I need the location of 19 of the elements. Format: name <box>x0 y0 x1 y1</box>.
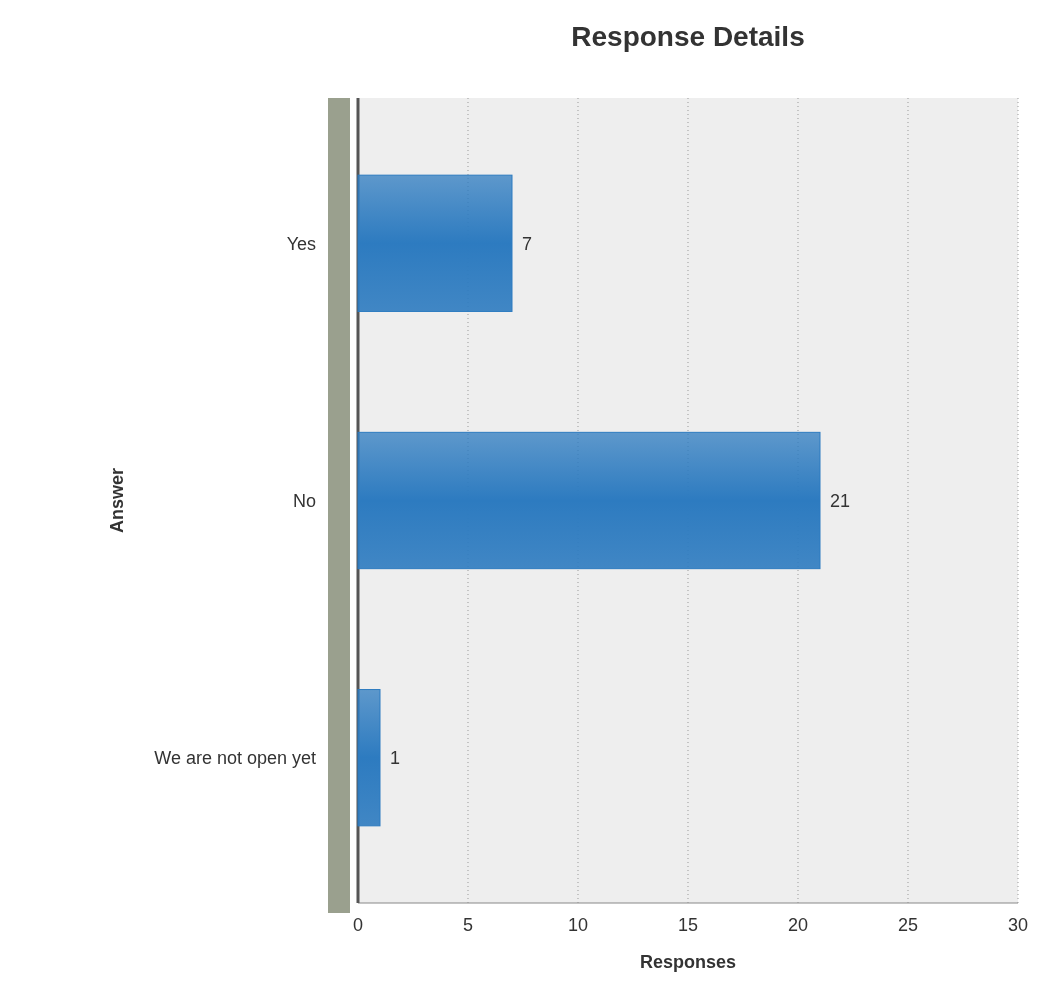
x-tick-label: 0 <box>352 915 364 935</box>
data-label: 1 <box>390 747 401 768</box>
bar <box>357 689 381 827</box>
y-tick-label: Yes <box>286 233 316 254</box>
bar <box>357 431 821 570</box>
data-label: 21 <box>830 490 851 511</box>
x-tick-label: 15 <box>677 915 699 935</box>
data-label: 7 <box>522 233 533 254</box>
y-axis-title: Answer <box>107 467 127 534</box>
x-tick-label: 20 <box>787 915 809 935</box>
x-axis-title: Responses <box>639 952 737 972</box>
x-tick-label: 30 <box>1007 915 1029 935</box>
x-tick-label: 25 <box>897 915 919 935</box>
x-tick-label: 10 <box>567 915 589 935</box>
chart-title: Response Details <box>571 21 805 52</box>
y-tick-label: No <box>292 490 316 511</box>
bar <box>357 174 513 312</box>
x-tick-label: 5 <box>462 915 474 935</box>
y-tick-label: We are not open yet <box>154 747 316 768</box>
